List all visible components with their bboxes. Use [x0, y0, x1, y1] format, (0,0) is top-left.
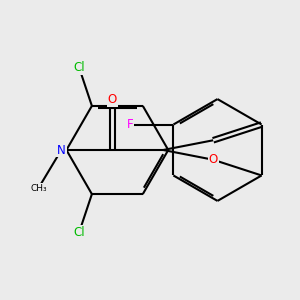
Text: Cl: Cl — [73, 226, 85, 239]
Text: CH₃: CH₃ — [30, 184, 47, 193]
Text: F: F — [127, 118, 134, 131]
Text: O: O — [108, 93, 117, 106]
Text: N: N — [57, 143, 66, 157]
Text: O: O — [208, 153, 218, 166]
Text: Cl: Cl — [73, 61, 85, 74]
